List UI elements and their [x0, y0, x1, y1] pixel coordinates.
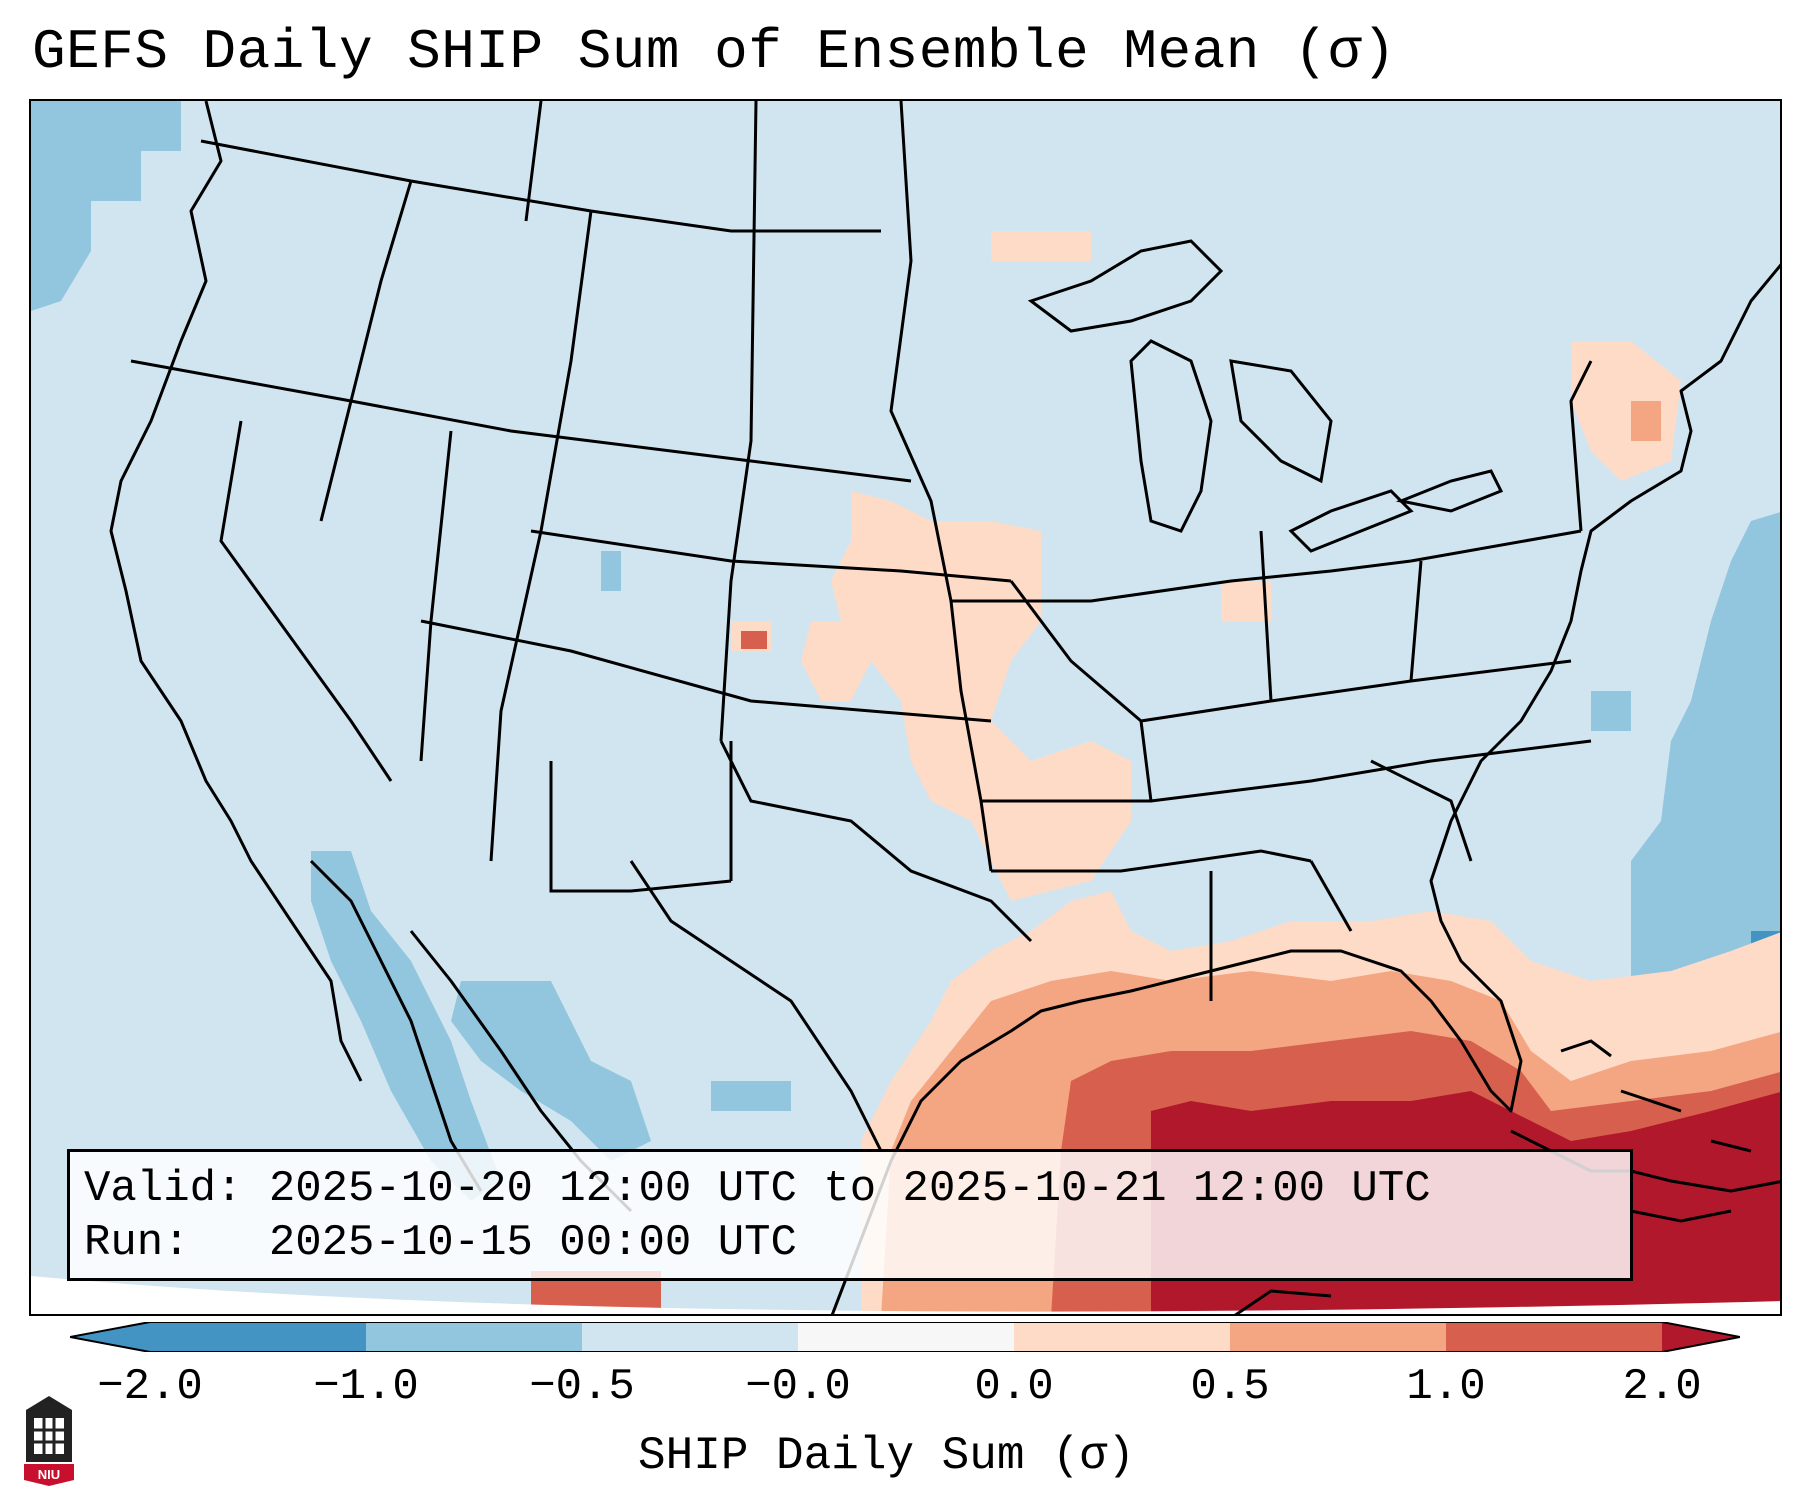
plains-positive-region — [831, 491, 1131, 901]
ship-map — [31, 101, 1780, 1314]
valid-row: Valid: 2025-10-20 12:00 UTC to 2025-10-2… — [84, 1162, 1630, 1216]
run-label: Run: — [84, 1218, 190, 1268]
logo-shield — [24, 1464, 74, 1486]
colorbar-label: SHIP Daily Sum (σ) — [638, 1430, 1135, 1482]
colorbar-bin — [1230, 1322, 1446, 1352]
colorbar-bin — [366, 1322, 582, 1352]
minnesota-positive-patch — [991, 231, 1091, 261]
map-panel — [29, 99, 1782, 1316]
colorbar-bin — [582, 1322, 798, 1352]
mexico-negative-patch — [451, 981, 651, 1161]
pacific-negative-region — [31, 101, 181, 311]
colorbar — [70, 1322, 1740, 1352]
colorbar-bin — [1014, 1322, 1230, 1352]
mexico-negative-patch-2 — [711, 1081, 791, 1111]
state-borders — [130, 101, 1593, 1152]
colorbar-bin — [150, 1322, 366, 1352]
colorbar-low-extend — [70, 1322, 150, 1352]
run-row: Run: 2025-10-15 00:00 UTC — [84, 1216, 1630, 1270]
kansas-positive-patch — [801, 621, 871, 701]
coastlines — [109, 101, 1780, 1314]
colorbar-tick-label: −2.0 — [97, 1362, 203, 1412]
great-lakes — [1027, 239, 1504, 553]
colorado-negative-patch — [601, 551, 621, 591]
baja-negative-region — [311, 851, 501, 1201]
valid-value: 2025-10-20 12:00 UTC to 2025-10-21 12:00… — [268, 1164, 1431, 1214]
atlantic-negative-region — [1631, 512, 1780, 1051]
colorbar-tick-label: 0.5 — [1190, 1362, 1270, 1412]
colorbar-high-extend — [1662, 1322, 1740, 1352]
projection-edge — [31, 1276, 1780, 1314]
run-value: 2025-10-15 00:00 UTC — [268, 1218, 797, 1268]
new-england-moderate-positive — [1631, 401, 1661, 441]
map-title: GEFS Daily SHIP Sum of Ensemble Mean (σ) — [32, 20, 1397, 84]
run-info-box: Valid: 2025-10-20 12:00 UTC to 2025-10-2… — [67, 1149, 1633, 1281]
colorbar-tick-label: −0.5 — [529, 1362, 635, 1412]
niu-logo: NIU — [24, 1396, 74, 1486]
colorbar-tick-label: −1.0 — [313, 1362, 419, 1412]
caribbean-islands — [1560, 1039, 1752, 1223]
colorbar-tick-label: 0.0 — [974, 1362, 1054, 1412]
colorbar-tick-label: −0.0 — [745, 1362, 851, 1412]
colorbar-bin — [798, 1322, 1014, 1352]
logo-text: NIU — [38, 1467, 60, 1482]
atlantic-negative-patch — [1591, 691, 1631, 731]
colorado-strong-positive — [741, 631, 767, 649]
new-england-positive-region — [1571, 341, 1681, 481]
colorbar-tick-label: 2.0 — [1622, 1362, 1702, 1412]
indiana-positive-patch — [1221, 581, 1271, 621]
colorbar-bin — [1446, 1322, 1662, 1352]
valid-label: Valid: — [84, 1164, 243, 1214]
colorbar-tick-label: 1.0 — [1406, 1362, 1486, 1412]
logo-window — [34, 1418, 64, 1454]
